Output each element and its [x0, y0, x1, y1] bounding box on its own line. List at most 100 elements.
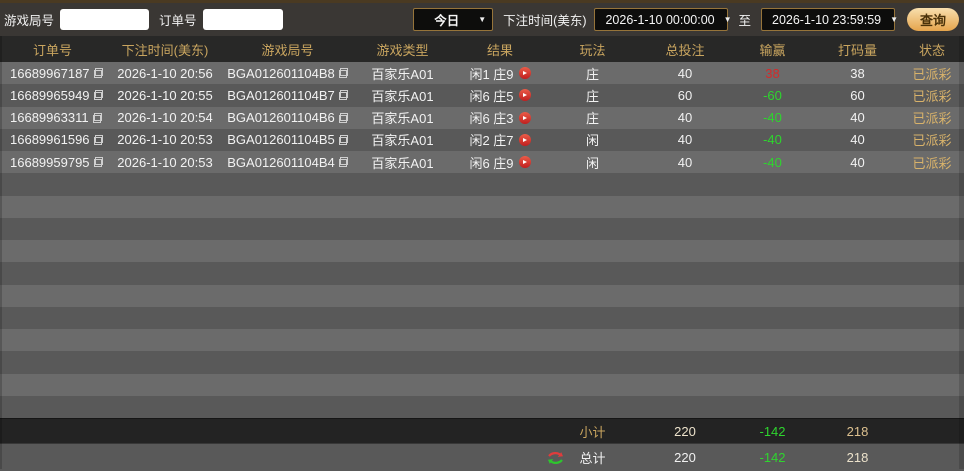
total-bet-cell: 40 [677, 154, 693, 170]
order-id-cell: 16689967187 [0, 66, 105, 81]
table-body: 16689967187 2026-1-10 20:56 BGA012601104… [0, 62, 964, 418]
play-replay-icon[interactable] [518, 67, 531, 80]
result-cell: 闲6 庄9 [455, 153, 545, 172]
search-button[interactable]: 查询 [907, 8, 959, 31]
date-range-value: 今日 [434, 14, 460, 28]
copy-icon[interactable] [93, 157, 103, 168]
status-cell: 已派彩 [912, 133, 952, 149]
header-round-id: 游戏局号 [261, 42, 314, 58]
copy-icon[interactable] [338, 112, 348, 123]
left-edge-shade [0, 36, 2, 469]
turnover-cell: 60 [850, 87, 865, 103]
round-id-cell: BGA012601104B8 [225, 66, 350, 81]
end-time-value: 2026-1-10 23:59:59 [772, 12, 882, 27]
play-replay-icon[interactable] [518, 89, 531, 102]
copy-icon[interactable] [338, 68, 348, 79]
subtotal-label: 小计 [579, 424, 606, 440]
grand-total-row: 总计 220 -142 218 [0, 443, 964, 471]
header-order-id: 订单号 [32, 42, 72, 58]
header-win-loss: 输赢 [759, 42, 786, 58]
order-number-input[interactable] [202, 9, 283, 30]
header-play: 玩法 [579, 42, 606, 58]
status-cell: 已派彩 [912, 88, 952, 104]
empty-row [0, 240, 964, 263]
round-id-cell: BGA012601104B5 [225, 132, 350, 147]
total-bet-cell: 40 [677, 110, 693, 126]
game-type-cell: 百家乐A01 [371, 88, 434, 104]
table-row: 16689967187 2026-1-10 20:56 BGA012601104… [0, 62, 964, 85]
grand-total-label: 总计 [579, 451, 606, 466]
copy-icon[interactable] [93, 90, 103, 101]
game-round-input[interactable] [60, 9, 150, 30]
win-loss-cell: -40 [763, 110, 782, 126]
order-number-label: 订单号 [159, 14, 197, 28]
copy-icon[interactable] [92, 112, 102, 123]
play-replay-icon[interactable] [518, 156, 531, 169]
table-row: 16689959795 2026-1-10 20:53 BGA012601104… [0, 151, 964, 174]
order-id-cell: 16689965949 [0, 88, 105, 103]
game-round-label: 游戏局号 [4, 14, 55, 28]
bet-time-cell: 2026-1-10 20:56 [117, 65, 213, 81]
turnover-cell: 40 [850, 132, 865, 148]
header-bet-time: 下注时间(美东) [121, 42, 209, 58]
to-label: 至 [738, 14, 751, 28]
refresh-swap-icon[interactable] [547, 450, 564, 465]
play-type-cell: 闲 [585, 133, 599, 149]
game-type-cell: 百家乐A01 [371, 111, 434, 127]
table-row: 16689965949 2026-1-10 20:55 BGA012601104… [0, 84, 964, 107]
empty-row [0, 284, 964, 307]
filter-toolbar: 游戏局号 订单号 今日 ▼ 下注时间(美东) 2026-1-10 00:00:0… [0, 0, 964, 36]
total-bet-cell: 40 [677, 132, 693, 148]
grand-total-win-loss: -142 [759, 450, 786, 465]
empty-row [0, 306, 964, 329]
play-type-cell: 庄 [585, 88, 599, 104]
empty-row [0, 373, 964, 396]
end-time-select[interactable]: 2026-1-10 23:59:59 ▼ [761, 8, 899, 31]
empty-row [0, 395, 964, 418]
start-time-select[interactable]: 2026-1-10 00:00:00 ▼ [594, 8, 732, 31]
chevron-down-icon: ▼ [890, 15, 899, 24]
table-row: 16689961596 2026-1-10 20:53 BGA012601104… [0, 128, 964, 151]
date-range-select[interactable]: 今日 ▼ [413, 8, 494, 31]
result-cell: 闲2 庄7 [455, 130, 545, 149]
start-time-value: 2026-1-10 00:00:00 [605, 12, 715, 27]
play-type-cell: 闲 [585, 155, 599, 171]
grand-total-total-bet: 220 [674, 450, 696, 465]
subtotal-row: 小计 220 -142 218 [0, 418, 964, 443]
win-loss-cell: -40 [763, 154, 782, 170]
turnover-cell: 40 [850, 154, 865, 170]
empty-row [0, 351, 964, 374]
round-id-cell: BGA012601104B7 [225, 88, 350, 103]
game-type-cell: 百家乐A01 [371, 155, 434, 171]
play-replay-icon[interactable] [518, 111, 531, 124]
total-bet-cell: 40 [677, 65, 693, 81]
win-loss-cell: 38 [765, 65, 780, 81]
copy-icon[interactable] [338, 134, 348, 145]
turnover-cell: 40 [850, 110, 865, 126]
play-type-cell: 庄 [585, 111, 599, 127]
copy-icon[interactable] [338, 90, 348, 101]
empty-row [0, 217, 964, 240]
copy-icon[interactable] [93, 134, 103, 145]
total-bet-cell: 60 [677, 87, 693, 103]
right-edge-shade [959, 36, 964, 469]
order-id-cell: 16689961596 [0, 132, 105, 147]
order-id-cell: 16689959795 [0, 155, 105, 170]
table-header: 订单号 下注时间(美东) 游戏局号 游戏类型 结果 玩法 总投注 输赢 打码量 … [0, 36, 964, 62]
play-replay-icon[interactable] [518, 133, 531, 146]
turnover-cell: 38 [850, 65, 865, 81]
copy-icon[interactable] [338, 157, 348, 168]
bet-time-label: 下注时间(美东) [503, 14, 587, 28]
bet-time-cell: 2026-1-10 20:53 [117, 132, 213, 148]
subtotal-win-loss: -142 [759, 423, 786, 439]
copy-icon[interactable] [93, 68, 103, 79]
game-type-cell: 百家乐A01 [371, 66, 434, 82]
result-cell: 闲6 庄5 [455, 86, 545, 105]
order-id-cell: 16689963311 [0, 110, 105, 125]
bet-time-cell: 2026-1-10 20:53 [117, 154, 213, 170]
empty-row [0, 195, 964, 218]
header-game-type: 游戏类型 [376, 42, 429, 58]
header-total-bet: 总投注 [665, 42, 705, 58]
header-result: 结果 [486, 42, 513, 58]
